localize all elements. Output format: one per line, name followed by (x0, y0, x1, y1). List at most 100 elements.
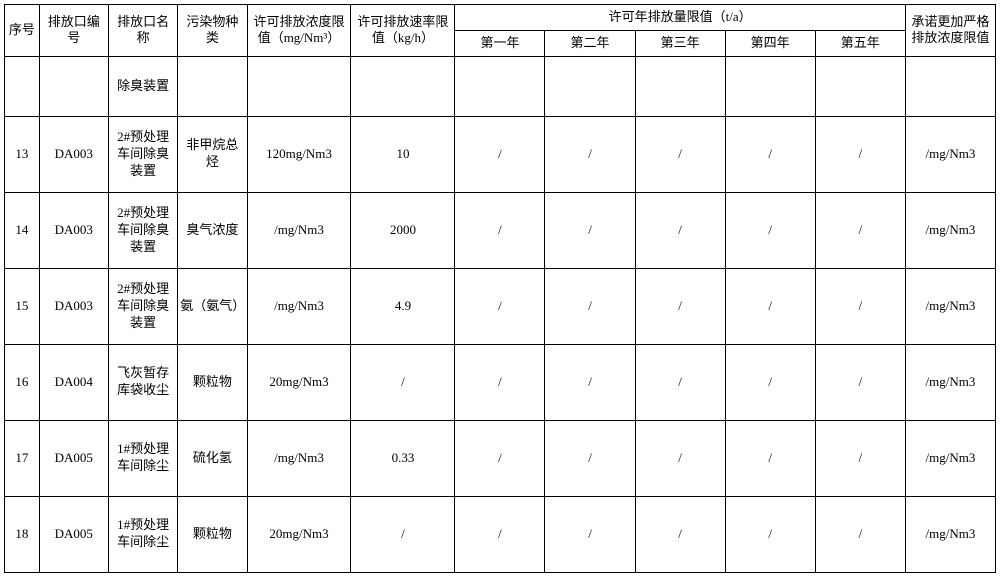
cell-y1 (455, 56, 545, 116)
table-row: 13 DA003 2#预处理车间除臭装置 非甲烷总烃 120mg/Nm3 10 … (5, 116, 996, 192)
cell-rate: 4.9 (351, 268, 455, 344)
cell-y3: / (635, 344, 725, 420)
cell-seq: 18 (5, 496, 40, 572)
cell-name: 除臭装置 (108, 56, 177, 116)
header-annual-limit: 许可年排放量限值（t/a） (455, 5, 905, 31)
cell-conc: /mg/Nm3 (247, 268, 351, 344)
header-year1: 第一年 (455, 30, 545, 56)
cell-pollutant: 颗粒物 (178, 344, 247, 420)
cell-y2: / (545, 496, 635, 572)
cell-y1: / (455, 496, 545, 572)
cell-seq: 16 (5, 344, 40, 420)
cell-y1: / (455, 268, 545, 344)
cell-y3: / (635, 268, 725, 344)
cell-pollutant: 颗粒物 (178, 496, 247, 572)
cell-code (39, 56, 108, 116)
cell-y4: / (725, 344, 815, 420)
cell-y2: / (545, 116, 635, 192)
cell-code: DA004 (39, 344, 108, 420)
header-year2: 第二年 (545, 30, 635, 56)
cell-code: DA005 (39, 420, 108, 496)
cell-y2: / (545, 344, 635, 420)
cell-promise: /mg/Nm3 (905, 496, 995, 572)
cell-name: 2#预处理车间除臭装置 (108, 268, 177, 344)
cell-name: 飞灰暂存库袋收尘 (108, 344, 177, 420)
cell-seq (5, 56, 40, 116)
emission-permit-table: 序号 排放口编号 排放口名称 污染物种类 许可排放浓度限值（mg/Nm³） 许可… (4, 4, 996, 573)
cell-y4: / (725, 496, 815, 572)
cell-rate: / (351, 496, 455, 572)
cell-pollutant: 氨（氨气） (178, 268, 247, 344)
cell-y3 (635, 56, 725, 116)
cell-name: 2#预处理车间除臭装置 (108, 192, 177, 268)
cell-conc: /mg/Nm3 (247, 192, 351, 268)
table-row: 17 DA005 1#预处理车间除尘 硫化氢 /mg/Nm3 0.33 / / … (5, 420, 996, 496)
cell-y4: / (725, 116, 815, 192)
table-body: 除臭装置 13 DA003 2#预处理车间除臭装置 非甲烷总烃 120mg/Nm… (5, 56, 996, 572)
cell-y3: / (635, 192, 725, 268)
cell-y1: / (455, 344, 545, 420)
header-year4: 第四年 (725, 30, 815, 56)
header-rate-limit: 许可排放速率限值（kg/h） (351, 5, 455, 57)
header-seq: 序号 (5, 5, 40, 57)
table-row: 18 DA005 1#预处理车间除尘 颗粒物 20mg/Nm3 / / / / … (5, 496, 996, 572)
cell-conc: 120mg/Nm3 (247, 116, 351, 192)
cell-rate: 0.33 (351, 420, 455, 496)
cell-promise: /mg/Nm3 (905, 192, 995, 268)
cell-y3: / (635, 116, 725, 192)
cell-conc: 20mg/Nm3 (247, 496, 351, 572)
cell-y3: / (635, 420, 725, 496)
cell-code: DA005 (39, 496, 108, 572)
cell-y2: / (545, 420, 635, 496)
table-header: 序号 排放口编号 排放口名称 污染物种类 许可排放浓度限值（mg/Nm³） 许可… (5, 5, 996, 57)
cell-y5 (815, 56, 905, 116)
cell-promise: /mg/Nm3 (905, 268, 995, 344)
cell-rate (351, 56, 455, 116)
cell-y2: / (545, 192, 635, 268)
cell-y4: / (725, 192, 815, 268)
cell-pollutant: 非甲烷总烃 (178, 116, 247, 192)
cell-pollutant: 硫化氢 (178, 420, 247, 496)
cell-y5: / (815, 116, 905, 192)
cell-name: 2#预处理车间除臭装置 (108, 116, 177, 192)
cell-promise (905, 56, 995, 116)
cell-promise: /mg/Nm3 (905, 116, 995, 192)
cell-y5: / (815, 268, 905, 344)
cell-y5: / (815, 420, 905, 496)
header-conc-limit: 许可排放浓度限值（mg/Nm³） (247, 5, 351, 57)
cell-pollutant: 臭气浓度 (178, 192, 247, 268)
table-row: 15 DA003 2#预处理车间除臭装置 氨（氨气） /mg/Nm3 4.9 /… (5, 268, 996, 344)
table-row: 除臭装置 (5, 56, 996, 116)
cell-y5: / (815, 496, 905, 572)
header-promise: 承诺更加严格排放浓度限值 (905, 5, 995, 57)
table-row: 16 DA004 飞灰暂存库袋收尘 颗粒物 20mg/Nm3 / / / / /… (5, 344, 996, 420)
cell-code: DA003 (39, 116, 108, 192)
cell-y4: / (725, 420, 815, 496)
cell-seq: 15 (5, 268, 40, 344)
cell-y4: / (725, 268, 815, 344)
cell-y1: / (455, 420, 545, 496)
cell-conc: 20mg/Nm3 (247, 344, 351, 420)
cell-y5: / (815, 344, 905, 420)
table-row: 14 DA003 2#预处理车间除臭装置 臭气浓度 /mg/Nm3 2000 /… (5, 192, 996, 268)
cell-code: DA003 (39, 268, 108, 344)
cell-y4 (725, 56, 815, 116)
cell-y5: / (815, 192, 905, 268)
cell-seq: 14 (5, 192, 40, 268)
header-pollutant: 污染物种类 (178, 5, 247, 57)
cell-y2: / (545, 268, 635, 344)
cell-promise: /mg/Nm3 (905, 420, 995, 496)
header-code: 排放口编号 (39, 5, 108, 57)
cell-conc: /mg/Nm3 (247, 420, 351, 496)
cell-y1: / (455, 192, 545, 268)
cell-rate: / (351, 344, 455, 420)
cell-name: 1#预处理车间除尘 (108, 496, 177, 572)
cell-conc (247, 56, 351, 116)
cell-promise: /mg/Nm3 (905, 344, 995, 420)
header-name: 排放口名称 (108, 5, 177, 57)
cell-y1: / (455, 116, 545, 192)
cell-y3: / (635, 496, 725, 572)
header-year5: 第五年 (815, 30, 905, 56)
cell-seq: 17 (5, 420, 40, 496)
cell-seq: 13 (5, 116, 40, 192)
